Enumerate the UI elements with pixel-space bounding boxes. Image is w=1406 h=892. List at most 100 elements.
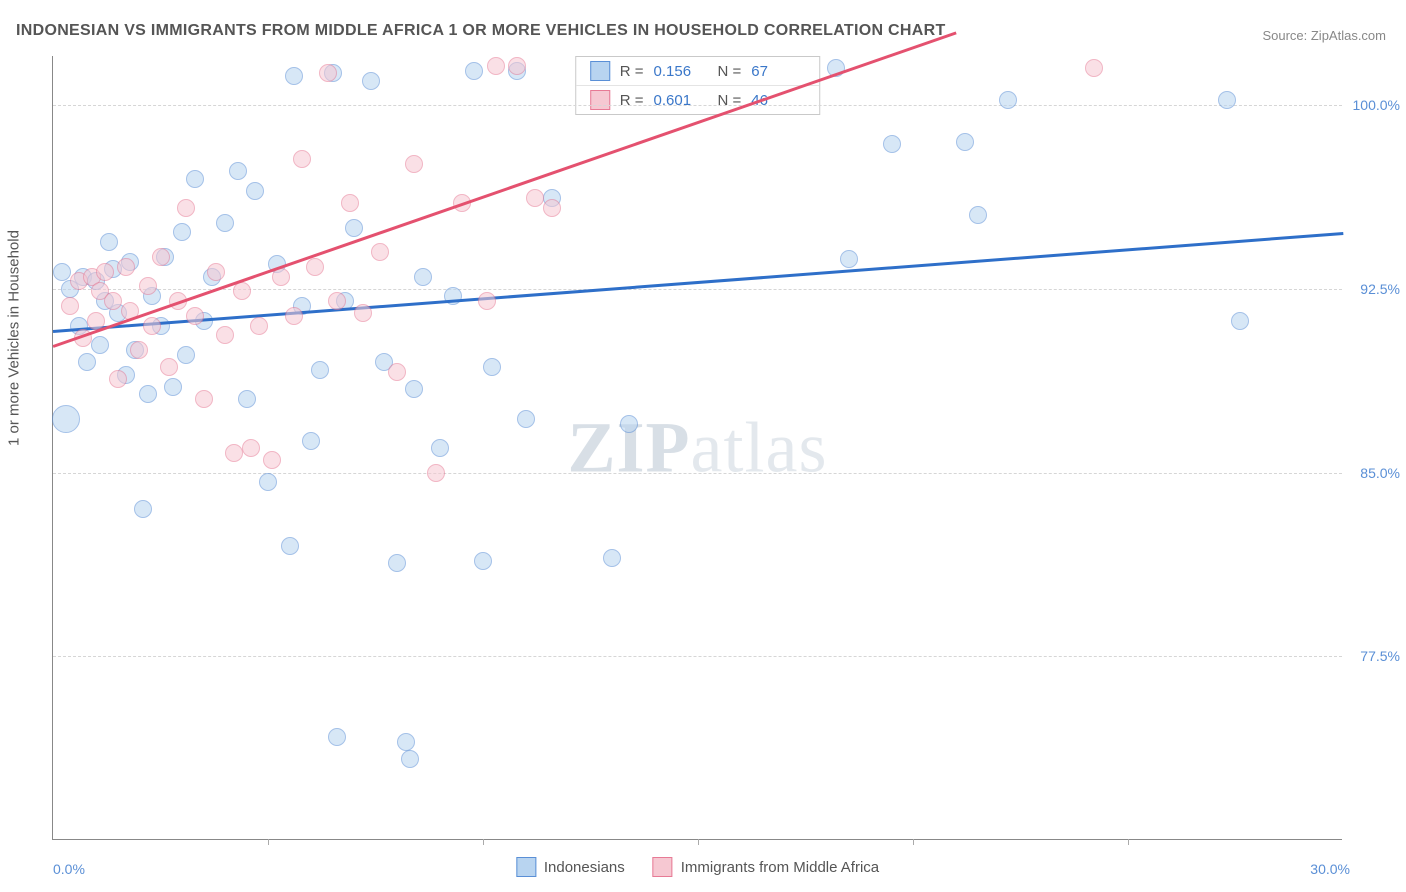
x-tick — [913, 839, 914, 845]
data-point — [487, 57, 505, 75]
data-point — [195, 390, 213, 408]
x-tick-label: 0.0% — [53, 861, 85, 877]
data-point — [238, 390, 256, 408]
y-tick-label: 92.5% — [1350, 281, 1400, 297]
data-point — [388, 554, 406, 572]
data-point — [53, 263, 71, 281]
data-point — [620, 415, 638, 433]
data-point — [362, 72, 380, 90]
data-point — [78, 353, 96, 371]
data-point — [405, 380, 423, 398]
data-point — [177, 199, 195, 217]
data-point — [306, 258, 324, 276]
data-point — [483, 358, 501, 376]
data-point — [319, 64, 337, 82]
data-point — [164, 378, 182, 396]
data-point — [526, 189, 544, 207]
y-tick-label: 100.0% — [1350, 97, 1400, 113]
data-point — [246, 182, 264, 200]
source-link[interactable]: ZipAtlas.com — [1311, 28, 1386, 43]
data-point — [345, 219, 363, 237]
data-point — [61, 297, 79, 315]
legend-N-label: N = — [718, 63, 742, 80]
legend-label: Immigrants from Middle Africa — [681, 859, 879, 876]
data-point — [259, 473, 277, 491]
data-point — [216, 326, 234, 344]
data-point — [263, 451, 281, 469]
data-point — [999, 91, 1017, 109]
watermark-light: atlas — [691, 407, 828, 487]
legend-swatch — [590, 90, 610, 110]
legend-R-value: 0.156 — [654, 63, 708, 80]
data-point — [414, 268, 432, 286]
data-point — [883, 135, 901, 153]
legend-swatch — [516, 857, 536, 877]
gridline-h — [53, 105, 1342, 106]
source-attribution: Source: ZipAtlas.com — [1262, 28, 1386, 43]
data-point — [840, 250, 858, 268]
legend-row: R =0.156N =67 — [576, 57, 820, 85]
data-point — [100, 233, 118, 251]
data-point — [328, 292, 346, 310]
data-point — [152, 248, 170, 266]
legend-N-value: 67 — [751, 63, 805, 80]
y-tick-label: 77.5% — [1350, 648, 1400, 664]
series-legend: Indonesians Immigrants from Middle Africa — [516, 857, 879, 877]
legend-label: Indonesians — [544, 859, 625, 876]
data-point — [160, 358, 178, 376]
data-point — [405, 155, 423, 173]
legend-swatch — [590, 61, 610, 81]
data-point — [216, 214, 234, 232]
data-point — [427, 464, 445, 482]
x-tick — [698, 839, 699, 845]
data-point — [397, 733, 415, 751]
chart-title: INDONESIAN VS IMMIGRANTS FROM MIDDLE AFR… — [16, 22, 946, 40]
data-point — [1231, 312, 1249, 330]
data-point — [401, 750, 419, 768]
data-point — [508, 57, 526, 75]
data-point — [388, 363, 406, 381]
data-point — [96, 263, 114, 281]
data-point — [281, 537, 299, 555]
correlation-legend: R =0.156N =67R =0.601N =46 — [575, 56, 821, 115]
data-point — [225, 444, 243, 462]
x-tick — [268, 839, 269, 845]
x-tick-label: 30.0% — [1310, 861, 1350, 877]
legend-swatch — [653, 857, 673, 877]
data-point — [285, 307, 303, 325]
data-point — [371, 243, 389, 261]
data-point — [173, 223, 191, 241]
data-point — [956, 133, 974, 151]
data-point — [242, 439, 260, 457]
data-point — [543, 199, 561, 217]
data-point — [91, 336, 109, 354]
data-point — [134, 500, 152, 518]
data-point — [109, 370, 127, 388]
data-point — [311, 361, 329, 379]
data-point — [250, 317, 268, 335]
data-point — [139, 385, 157, 403]
data-point — [969, 206, 987, 224]
data-point — [354, 304, 372, 322]
data-point — [302, 432, 320, 450]
data-point — [143, 317, 161, 335]
data-point — [341, 194, 359, 212]
data-point — [52, 405, 80, 433]
plot-area: ZIPatlas R =0.156N =67R =0.601N =46 Indo… — [52, 56, 1342, 840]
data-point — [186, 307, 204, 325]
data-point — [177, 346, 195, 364]
x-tick — [1128, 839, 1129, 845]
trend-line — [53, 32, 957, 348]
data-point — [104, 292, 122, 310]
data-point — [517, 410, 535, 428]
data-point — [1085, 59, 1103, 77]
data-point — [285, 67, 303, 85]
data-point — [117, 258, 135, 276]
data-point — [186, 170, 204, 188]
data-point — [293, 150, 311, 168]
legend-item: Indonesians — [516, 857, 625, 877]
data-point — [478, 292, 496, 310]
x-tick — [483, 839, 484, 845]
legend-item: Immigrants from Middle Africa — [653, 857, 879, 877]
gridline-h — [53, 656, 1342, 657]
